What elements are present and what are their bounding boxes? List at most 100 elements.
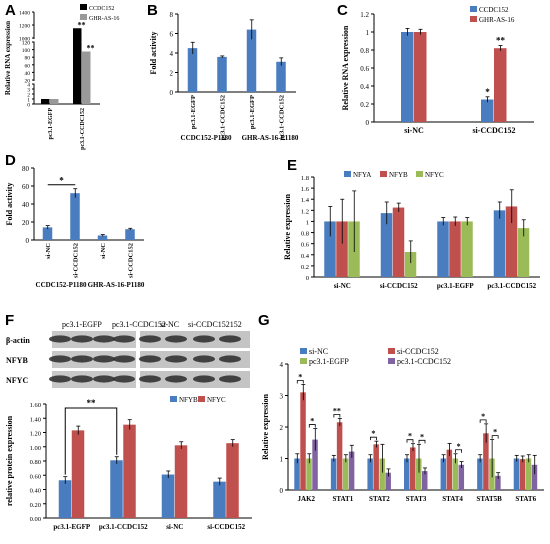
- bar: [73, 28, 82, 104]
- y-tick-label: 0.4: [301, 253, 310, 260]
- y-tick-label: 1.8: [301, 175, 309, 182]
- significance-mark: **: [87, 398, 97, 408]
- blot-band: [193, 335, 215, 343]
- bar: [494, 48, 507, 123]
- category-label: STAT6: [515, 495, 536, 503]
- bar: [461, 221, 473, 277]
- legend-swatch: [470, 6, 477, 12]
- y-tick-label: 3: [280, 393, 284, 401]
- y-axis-label: Relative RNA expression: [4, 21, 12, 95]
- y-tick-label: 0: [306, 275, 309, 282]
- y-axis-label: Fold activity: [5, 183, 14, 226]
- blot-lane-label: pc3.1-CCDC152: [112, 320, 166, 329]
- y-tick-label: 0.6: [301, 242, 310, 249]
- significance-mark: *: [481, 412, 485, 421]
- category-label: STAT1: [332, 495, 353, 503]
- y-axis-label: Relative expression: [283, 194, 292, 260]
- significance-mark: *: [298, 372, 302, 381]
- y-tick-label: 40: [25, 71, 31, 77]
- y-tick-label: 1: [366, 29, 370, 37]
- panel-label-f: F: [5, 312, 15, 329]
- bar: [446, 449, 453, 490]
- y-tick-label: 1.2: [301, 208, 309, 215]
- bar: [495, 475, 501, 490]
- bar: [174, 445, 188, 518]
- bar: [385, 472, 391, 490]
- bar: [525, 458, 532, 490]
- blot-band: [193, 355, 215, 363]
- bar: [367, 458, 373, 490]
- y-tick-label: 0.8: [301, 231, 309, 238]
- y-tick-label: 2: [280, 424, 284, 432]
- category-label: pc3.1-CCDC152: [219, 95, 226, 140]
- legend-swatch: [388, 348, 395, 354]
- group-label: CCDC152-P1180: [181, 134, 232, 142]
- significance-bracket: [64, 407, 118, 475]
- significance-bracket: [455, 449, 462, 453]
- bar: [300, 392, 306, 490]
- legend-label: si-CCDC152: [397, 347, 439, 356]
- legend-swatch: [170, 396, 177, 402]
- y-tick-label: 1000: [19, 37, 30, 43]
- legend-swatch: [416, 171, 423, 177]
- category-label: si-CCDC152: [472, 126, 515, 135]
- y-tick-label: 0: [170, 89, 174, 97]
- bar: [481, 99, 494, 122]
- significance-bracket: [296, 380, 304, 384]
- y-tick-label: 0.80: [30, 459, 41, 466]
- legend-label: CCDC152: [479, 6, 509, 14]
- legend-label: NFYA: [353, 171, 371, 179]
- category-label: si-NC: [45, 243, 52, 259]
- significance-mark: *: [371, 429, 375, 438]
- group-label: CCDC152-P1180: [36, 281, 87, 289]
- blot-band: [71, 355, 93, 363]
- bar: [123, 424, 136, 518]
- y-tick-label: 20: [25, 79, 31, 85]
- bar: [449, 221, 461, 277]
- bar: [373, 444, 379, 490]
- bar: [380, 213, 393, 277]
- y-tick-label: 60: [25, 63, 31, 69]
- blot-row-label: NFYB: [6, 356, 28, 365]
- y-tick-label: 1200: [19, 24, 30, 30]
- bar: [348, 451, 355, 490]
- blot-band: [71, 335, 93, 343]
- y-tick-label: 1: [306, 219, 309, 226]
- y-tick-label: 1.00: [30, 445, 41, 452]
- y-tick-label: 4: [27, 83, 30, 89]
- bar: [410, 447, 416, 490]
- y-axis-label: Fold activity: [149, 32, 158, 75]
- y-tick-label: 40: [22, 201, 30, 209]
- category-label: pc3.1-EGFP: [249, 95, 256, 129]
- bar: [531, 464, 538, 490]
- blot-band: [139, 355, 161, 363]
- y-tick-label: 1.60: [30, 402, 41, 409]
- y-tick-label: 1.6: [301, 186, 310, 193]
- chart-c: 0 0.2 0.4 0.6 0.8 1 1.2 Relative RNA expression…: [341, 6, 534, 135]
- legend-label: CCDC152: [89, 6, 114, 12]
- significance-mark: **: [78, 20, 86, 29]
- bar: [483, 433, 489, 490]
- y-tick-label: 20: [22, 219, 30, 227]
- y-tick-label: 1400: [19, 11, 30, 17]
- significance-bracket: [308, 424, 316, 428]
- bar: [58, 480, 72, 518]
- chart-d: 0 20 40 60 80 Fold activity si-NC si-CCDC152 si-…: [5, 165, 145, 289]
- bar: [517, 228, 530, 277]
- significance-bracket: [370, 436, 377, 441]
- significance-mark: *: [59, 176, 64, 186]
- category-label: si-NC: [404, 126, 424, 135]
- bar: [41, 99, 50, 104]
- chart-f: 0.00 0.20 0.40 0.60 0.80 1.00 1.20 1.40 1.60 rela…: [5, 396, 252, 531]
- bar: [437, 221, 449, 277]
- blot-band: [49, 375, 71, 383]
- bar: [276, 61, 286, 92]
- significance-mark: *: [310, 417, 314, 426]
- significance-bracket: [491, 435, 499, 439]
- significance-bracket: [406, 439, 414, 443]
- blot-band: [165, 355, 187, 363]
- legend-label: GHR-AS-16: [479, 16, 515, 24]
- panel-label-g: G: [258, 312, 270, 329]
- bar: [414, 32, 427, 122]
